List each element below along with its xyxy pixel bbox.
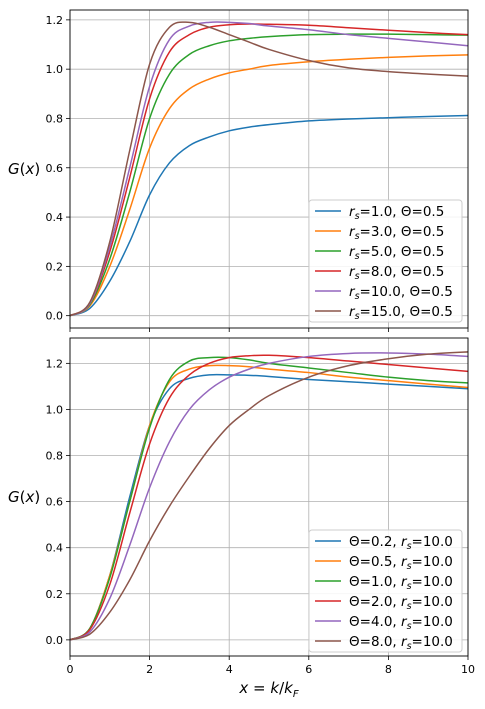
series-line-4 bbox=[70, 23, 468, 317]
series-line-5 bbox=[70, 21, 468, 317]
legend-label-6: Θ=8.0, rs=10.0 bbox=[349, 634, 453, 652]
y-axis-label: G(x) bbox=[8, 488, 40, 506]
axes-frame bbox=[69, 9, 469, 329]
y-tick-label: 1.0 bbox=[46, 403, 64, 416]
series-line-3 bbox=[70, 33, 468, 317]
legend-label-4: Θ=2.0, rs=10.0 bbox=[349, 594, 453, 612]
y-tick-label: 1.2 bbox=[46, 357, 64, 370]
legend-label-2: rs=3.0, Θ=0.5 bbox=[349, 224, 444, 242]
legend-label-1: Θ=0.2, rs=10.0 bbox=[349, 534, 453, 552]
legend-label-5: rs=10.0, Θ=0.5 bbox=[349, 284, 453, 302]
x-axis-label: x = k/kF bbox=[238, 679, 298, 700]
y-tick-label: 0.2 bbox=[46, 260, 64, 273]
axes-frame bbox=[69, 337, 469, 657]
y-tick-label: 0.8 bbox=[46, 112, 64, 125]
chart-panel-2: 0.0 0.2 0.4 0.6 0.8 1.0 1.2 0 2 4 6 8 10 x = k/kF G(x)… bbox=[8, 337, 475, 700]
legend: Θ=0.2, rs=10.0 Θ=0.5, rs=10.0 Θ=1.0, rs=10… bbox=[308, 529, 463, 653]
series-line-6 bbox=[70, 21, 468, 317]
x-tick-label: 4 bbox=[226, 663, 233, 676]
legend: rs=1.0, Θ=0.5 rs=3.0, Θ=0.5 rs=5.0, Θ=0.5 r… bbox=[308, 199, 463, 323]
legend-label-5: Θ=4.0, rs=10.0 bbox=[349, 614, 453, 632]
legend-label-2: Θ=0.5, rs=10.0 bbox=[349, 554, 453, 572]
y-tick-label: 0.0 bbox=[46, 310, 64, 323]
y-tick-label: 0.2 bbox=[46, 588, 64, 601]
chart-panel-1: 0.00.20.40.60.81.01.2G(x)rs=1.0, Θ=0.5rs… bbox=[8, 9, 469, 332]
legend-label-3: rs=5.0, Θ=0.5 bbox=[349, 244, 444, 262]
series-line-6 bbox=[70, 351, 468, 641]
y-tick-label: 0.6 bbox=[46, 496, 64, 509]
series-line-2 bbox=[70, 54, 468, 317]
legend-label-4: rs=8.0, Θ=0.5 bbox=[349, 264, 444, 282]
y-tick-label: 1.0 bbox=[46, 63, 64, 76]
x-tick-label: 2 bbox=[146, 663, 153, 676]
y-tick-label: 0.0 bbox=[46, 634, 64, 647]
legend-label-1: rs=1.0, Θ=0.5 bbox=[349, 204, 444, 222]
legend-box bbox=[308, 199, 463, 323]
series-line-5 bbox=[70, 352, 468, 641]
y-tick-label: 0.6 bbox=[46, 162, 64, 175]
x-tick-label: 8 bbox=[385, 663, 392, 676]
series-line-3 bbox=[70, 356, 468, 641]
y-tick-label: 1.2 bbox=[46, 14, 64, 27]
y-axis-label: G(x) bbox=[8, 160, 40, 178]
y-tick-label: 0.4 bbox=[46, 211, 64, 224]
x-tick-label: 0 bbox=[67, 663, 74, 676]
legend-label-6: rs=15.0, Θ=0.5 bbox=[349, 304, 453, 322]
x-tick-label: 10 bbox=[461, 663, 475, 676]
series-line-1 bbox=[70, 114, 468, 317]
y-tick-label: 0.4 bbox=[46, 542, 64, 555]
y-tick-label: 0.8 bbox=[46, 450, 64, 463]
x-tick-label: 6 bbox=[305, 663, 312, 676]
legend-label-3: Θ=1.0, rs=10.0 bbox=[349, 574, 453, 592]
legend-box bbox=[308, 529, 463, 653]
